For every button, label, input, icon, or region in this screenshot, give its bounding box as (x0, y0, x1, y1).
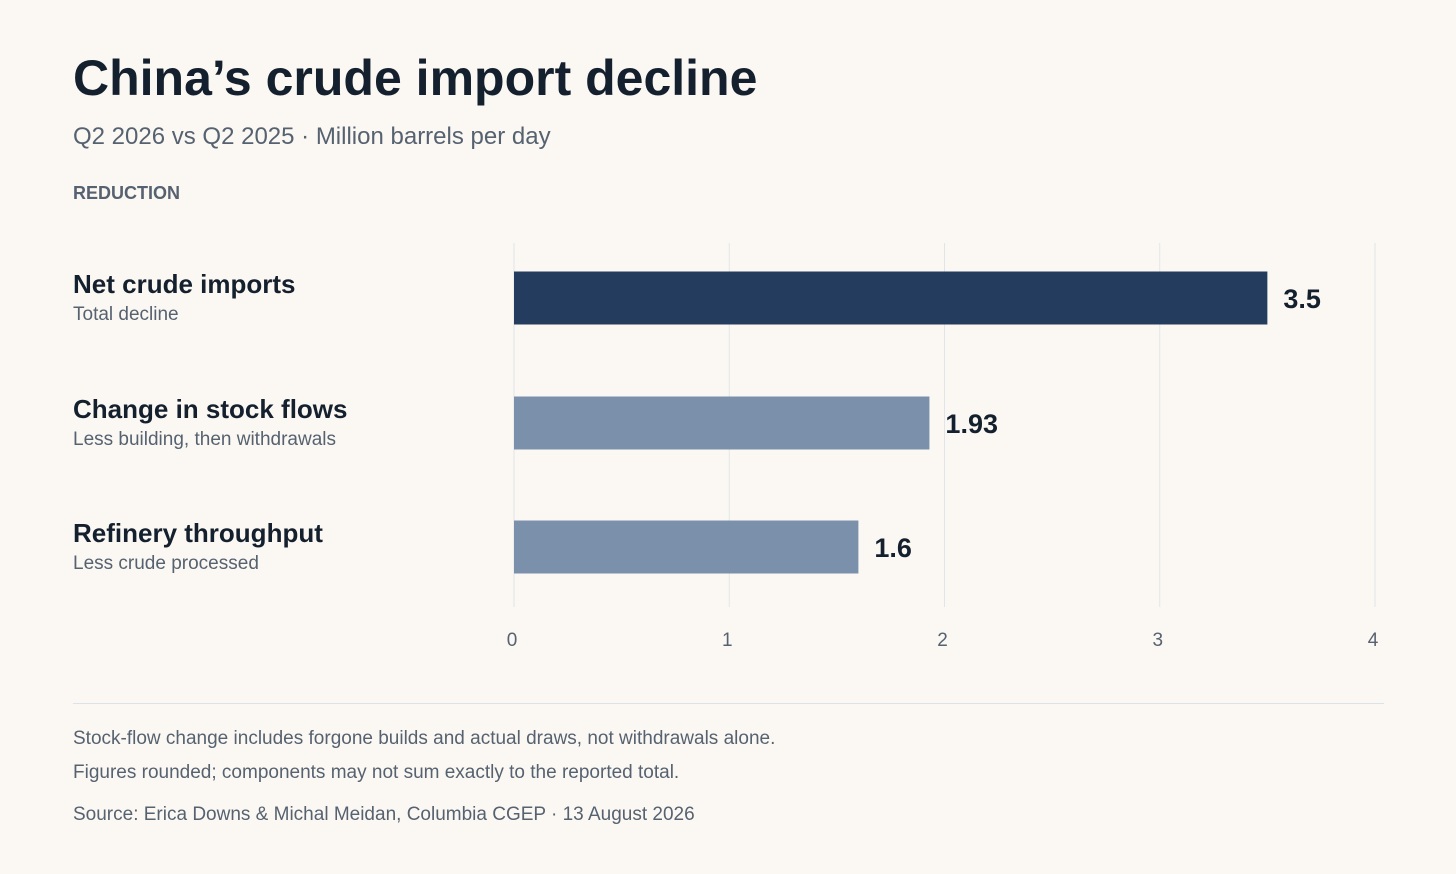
bar-value-label: 3.5 (1283, 284, 1321, 314)
row-label-net-crude-imports: Net crude imports Total decline (73, 268, 296, 328)
bar-net-crude-imports (514, 271, 1268, 325)
x-tick-label: 1 (722, 630, 733, 651)
category-description: Total decline (73, 304, 179, 325)
bar-change-in-stock-flows (514, 396, 930, 450)
chart-subtitle: Q2 2026 vs Q2 2025 · Million barrels per… (73, 123, 551, 150)
x-tick-label: 2 (937, 630, 948, 651)
source-note: Source: Erica Downs & Michal Meidan, Col… (73, 804, 695, 825)
bar-value-label: 1.6 (874, 533, 912, 563)
x-tick-label: 4 (1368, 630, 1379, 651)
x-tick-label: 0 (507, 630, 518, 651)
bar-value-label: 1.93 (945, 409, 998, 439)
category-label: Change in stock flows (73, 394, 348, 424)
row-label-refinery-throughput: Refinery throughput Less crude processed (73, 517, 323, 577)
footnote-rounding: Figures rounded; components may not sum … (73, 762, 680, 783)
bars (514, 271, 1268, 574)
category-description: Less building, then withdrawals (73, 429, 336, 450)
row-label-change-in-stock-flows: Change in stock flows Less building, the… (73, 393, 348, 453)
section-label: REDUCTION (73, 183, 180, 203)
bar-refinery-throughput (514, 520, 859, 574)
category-description: Less crude processed (73, 553, 259, 574)
category-label: Refinery throughput (73, 518, 323, 548)
footer-divider (73, 703, 1384, 704)
bar-chart: 3.5 1.93 1.6 0 1 2 3 4 (507, 243, 1379, 651)
x-tick-label: 3 (1152, 630, 1163, 651)
value-labels: 3.5 1.93 1.6 (874, 284, 1321, 563)
category-label: Net crude imports (73, 269, 296, 299)
chart-title: China’s crude import decline (73, 50, 758, 106)
footnote-stock-flow: Stock-flow change includes forgone build… (73, 728, 776, 749)
x-axis-ticks: 0 1 2 3 4 (507, 630, 1379, 651)
